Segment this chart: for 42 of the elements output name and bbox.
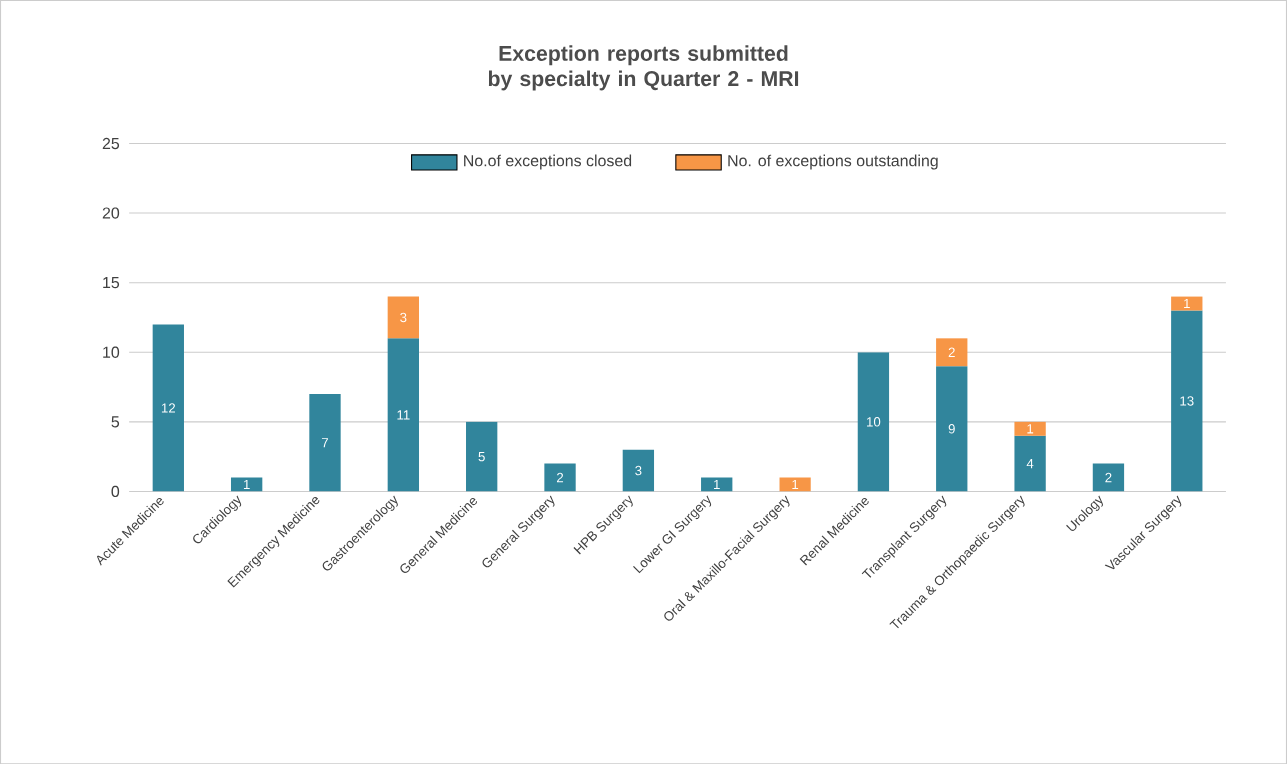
bar — [387, 338, 420, 492]
bar — [1014, 435, 1046, 492]
y-tick-label: 0 — [111, 485, 120, 497]
data-label: 9 — [948, 423, 955, 434]
data-label: 13 — [1180, 396, 1194, 406]
bar — [857, 352, 890, 492]
data-label: 1 — [1027, 424, 1034, 434]
data-label: 11 — [397, 410, 410, 420]
bar — [309, 393, 341, 492]
y-tick-label: 20 — [102, 207, 120, 219]
bar — [152, 324, 184, 492]
bar — [1092, 463, 1125, 492]
data-label: 3 — [400, 312, 407, 323]
data-label: 12 — [161, 403, 176, 413]
bar — [936, 338, 968, 367]
data-label: 1 — [1184, 298, 1190, 308]
bar — [622, 449, 655, 492]
y-tick-label: 25 — [102, 137, 120, 149]
bar — [1171, 296, 1203, 311]
data-label: 7 — [321, 438, 329, 448]
data-label: 1 — [243, 479, 250, 489]
bar — [1171, 310, 1203, 492]
bar — [1014, 421, 1046, 436]
legend-label: No. of exceptions outstanding — [728, 154, 938, 170]
data-label: 1 — [792, 479, 799, 489]
data-label: 1 — [714, 479, 720, 489]
data-label: 2 — [1105, 472, 1112, 483]
data-label: 3 — [635, 465, 642, 476]
y-tick-label: 10 — [103, 346, 120, 358]
bar — [936, 366, 968, 492]
bar — [387, 296, 420, 339]
y-tick-label: 5 — [111, 416, 120, 428]
data-label: 2 — [557, 472, 564, 483]
bar — [544, 463, 576, 492]
data-label: 10 — [867, 416, 881, 427]
data-label: 4 — [1026, 458, 1034, 469]
chart-title: Exception reports submitted by specialty in Quarter 2 - MRI — [488, 45, 799, 91]
legend-label: No.of exceptions closed — [464, 154, 632, 170]
y-tick-label: 15 — [103, 276, 120, 289]
data-label: 2 — [948, 347, 955, 357]
bar — [466, 421, 498, 492]
data-label: 5 — [478, 451, 485, 462]
